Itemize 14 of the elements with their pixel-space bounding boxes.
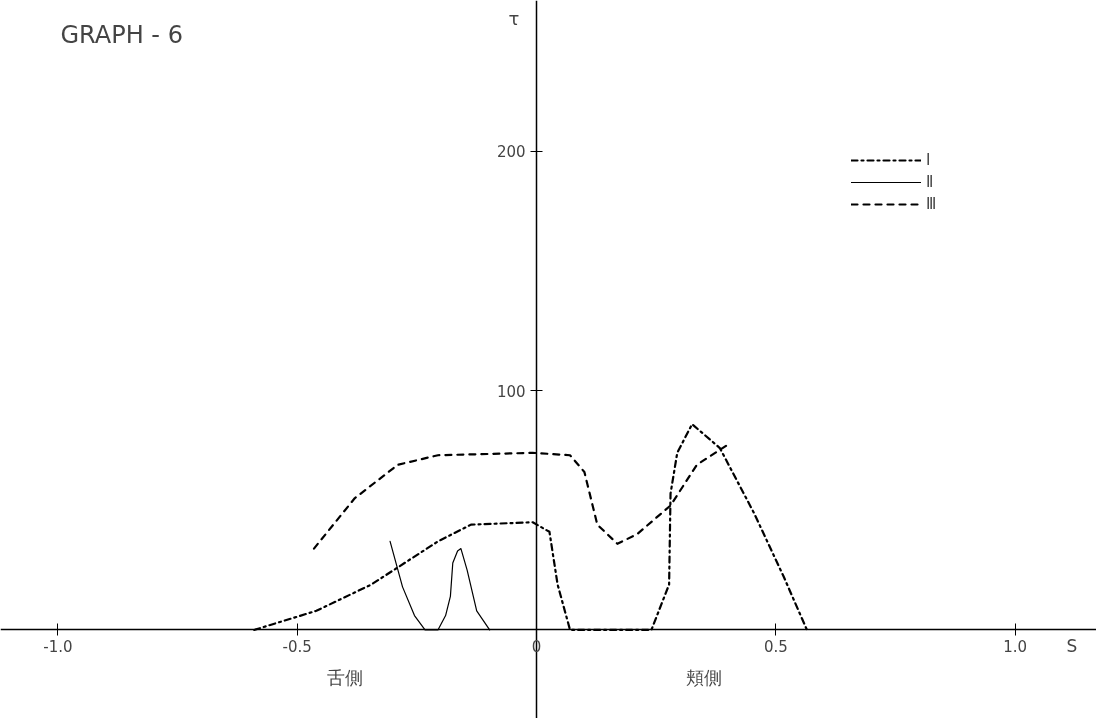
x-tick-label: 0.5 bbox=[763, 637, 788, 656]
y-tick-label: 200 bbox=[496, 143, 526, 162]
x-tick-label: -0.5 bbox=[282, 637, 312, 656]
annotation: 舌側 bbox=[327, 667, 364, 689]
x-tick-label: 1.0 bbox=[1003, 637, 1028, 656]
x-tick-label: -1.0 bbox=[43, 637, 73, 656]
legend-label: Ⅲ bbox=[926, 195, 938, 213]
text: GRAPH - 6 bbox=[60, 20, 183, 49]
annotation: 頬側 bbox=[686, 667, 723, 689]
legend-label: Ⅱ bbox=[926, 173, 935, 191]
legend-label: Ⅰ bbox=[926, 151, 932, 169]
x-axis-title: S bbox=[1066, 635, 1078, 656]
y-tick-label: 100 bbox=[496, 382, 526, 401]
y-axis-title: τ bbox=[508, 7, 520, 29]
